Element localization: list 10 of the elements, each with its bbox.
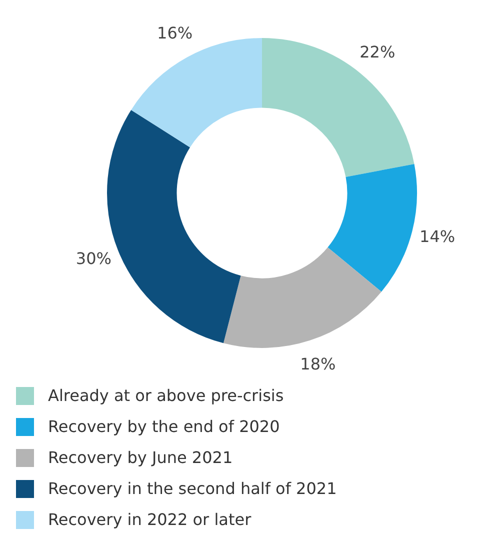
legend-label: Recovery by June 2021 xyxy=(48,448,233,467)
data-label: 18% xyxy=(300,354,336,374)
legend-label: Recovery by the end of 2020 xyxy=(48,417,280,436)
data-label: 14% xyxy=(420,227,456,246)
data-label: 16% xyxy=(157,24,193,43)
legend-label: Already at or above pre-crisis xyxy=(48,386,284,405)
legend-label: Recovery in the second half of 2021 xyxy=(48,479,337,498)
legend-label: Recovery in 2022 or later xyxy=(48,510,252,529)
data-label: 22% xyxy=(360,42,396,62)
data-label: 30% xyxy=(76,248,112,268)
